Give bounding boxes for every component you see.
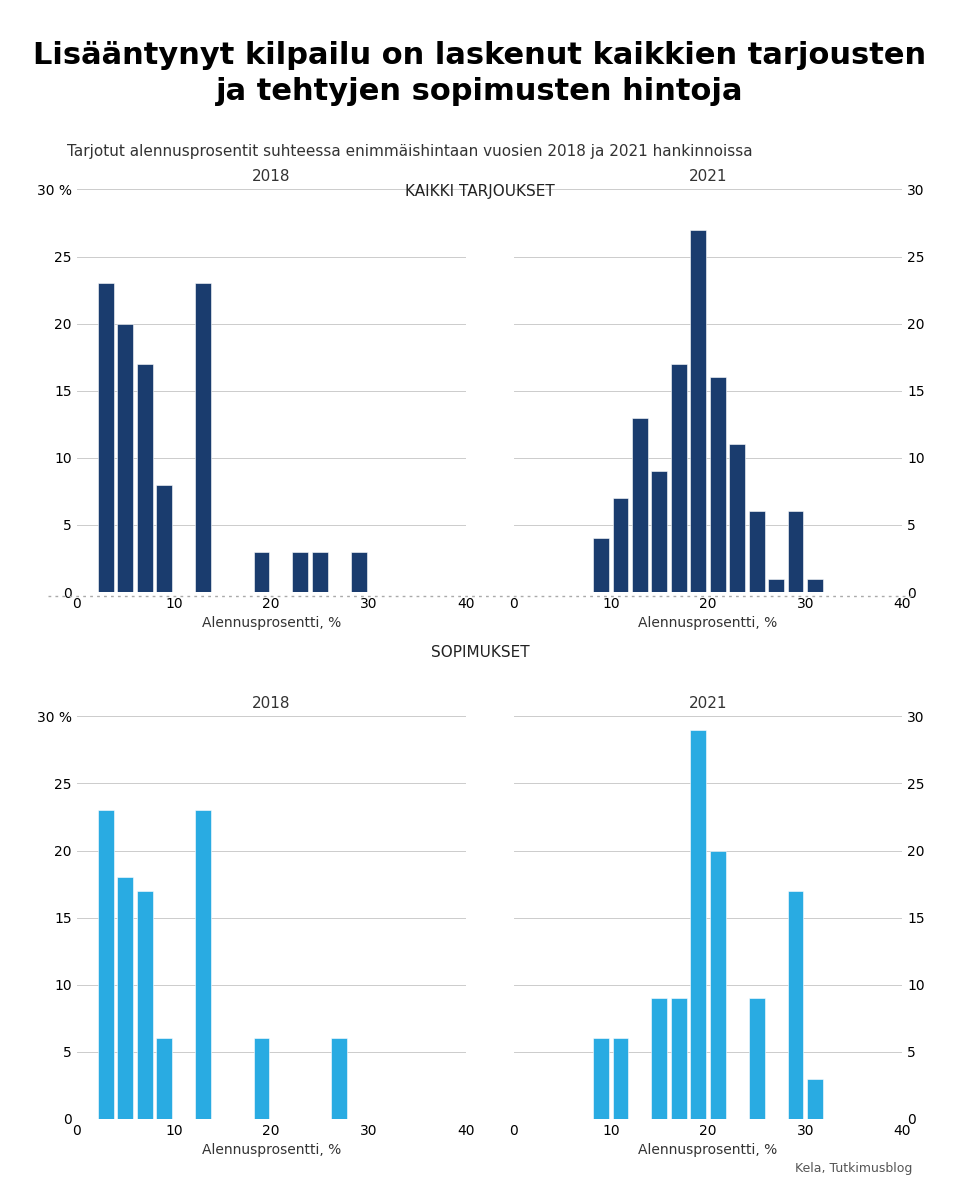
Bar	[117, 323, 133, 592]
Bar	[671, 363, 686, 592]
Bar	[807, 1079, 823, 1119]
X-axis label: Alennusprosentti, %: Alennusprosentti, %	[638, 617, 778, 630]
Bar	[709, 378, 726, 592]
Title: 2018: 2018	[252, 169, 291, 184]
Bar	[253, 1038, 270, 1119]
Bar	[749, 998, 764, 1119]
Text: Tarjotut alennusprosentit suhteessa enimmäishintaan vuosien 2018 ja 2021 hankinn: Tarjotut alennusprosentit suhteessa enim…	[67, 144, 753, 160]
Bar	[749, 511, 764, 592]
Text: Lisääntynyt kilpailu on laskenut kaikkien tarjousten
ja tehtyjen sopimusten hint: Lisääntynyt kilpailu on laskenut kaikkie…	[34, 41, 926, 107]
Bar	[690, 729, 707, 1119]
X-axis label: Alennusprosentti, %: Alennusprosentti, %	[202, 617, 341, 630]
Bar	[709, 850, 726, 1119]
Bar	[671, 998, 686, 1119]
Bar	[612, 1038, 629, 1119]
Text: SOPIMUKSET: SOPIMUKSET	[431, 645, 529, 661]
Bar	[593, 1038, 609, 1119]
Bar	[156, 1038, 172, 1119]
Bar	[632, 418, 648, 592]
Bar	[593, 539, 609, 592]
X-axis label: Alennusprosentti, %: Alennusprosentti, %	[202, 1144, 341, 1157]
Bar	[98, 810, 114, 1119]
Bar	[117, 877, 133, 1119]
Bar	[612, 498, 629, 592]
Bar	[730, 444, 745, 592]
Title: 2021: 2021	[688, 169, 728, 184]
Bar	[195, 283, 211, 592]
Bar	[787, 890, 804, 1119]
Bar	[293, 552, 308, 592]
Bar	[807, 579, 823, 592]
Bar	[331, 1038, 348, 1119]
Bar	[312, 552, 327, 592]
Bar	[652, 471, 667, 592]
Bar	[98, 283, 114, 592]
Title: 2021: 2021	[688, 696, 728, 710]
Title: 2018: 2018	[252, 696, 291, 710]
Bar	[195, 810, 211, 1119]
Bar	[253, 552, 270, 592]
Text: KAIKKI TARJOUKSET: KAIKKI TARJOUKSET	[405, 184, 555, 199]
Bar	[156, 484, 172, 592]
X-axis label: Alennusprosentti, %: Alennusprosentti, %	[638, 1144, 778, 1157]
Bar	[350, 552, 367, 592]
Bar	[787, 511, 804, 592]
Bar	[137, 363, 153, 592]
Bar	[768, 579, 784, 592]
Bar	[690, 230, 707, 592]
Bar	[137, 890, 153, 1119]
Text: Kela, Tutkimusblog: Kela, Tutkimusblog	[795, 1162, 912, 1175]
Bar	[652, 998, 667, 1119]
